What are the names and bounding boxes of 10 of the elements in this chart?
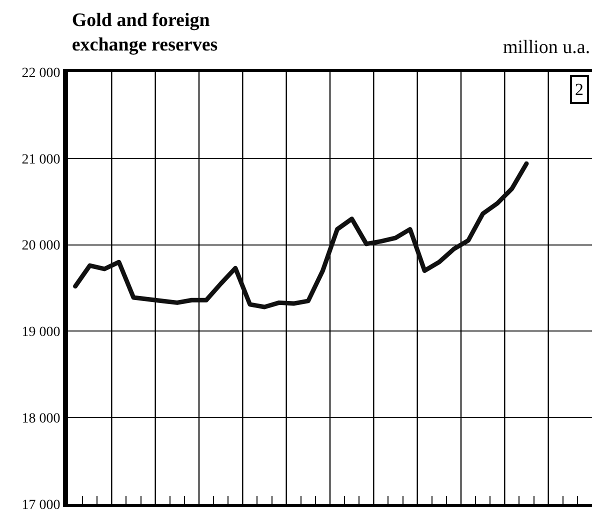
y-tick-label: 22 000	[22, 66, 60, 81]
text: million u.a.	[503, 37, 590, 58]
y-tick-label: 21 000	[22, 152, 60, 168]
chart-title: Gold and foreign exchange reserves	[72, 10, 218, 56]
y-tick-label: 17 000	[22, 498, 60, 513]
y-tick-label: 19 000	[22, 325, 60, 340]
y-tick-label: 18 000	[22, 412, 60, 426]
line-series	[73, 161, 529, 310]
y-tick-label: 20 000	[22, 238, 60, 254]
annotation: 2	[575, 80, 584, 99]
